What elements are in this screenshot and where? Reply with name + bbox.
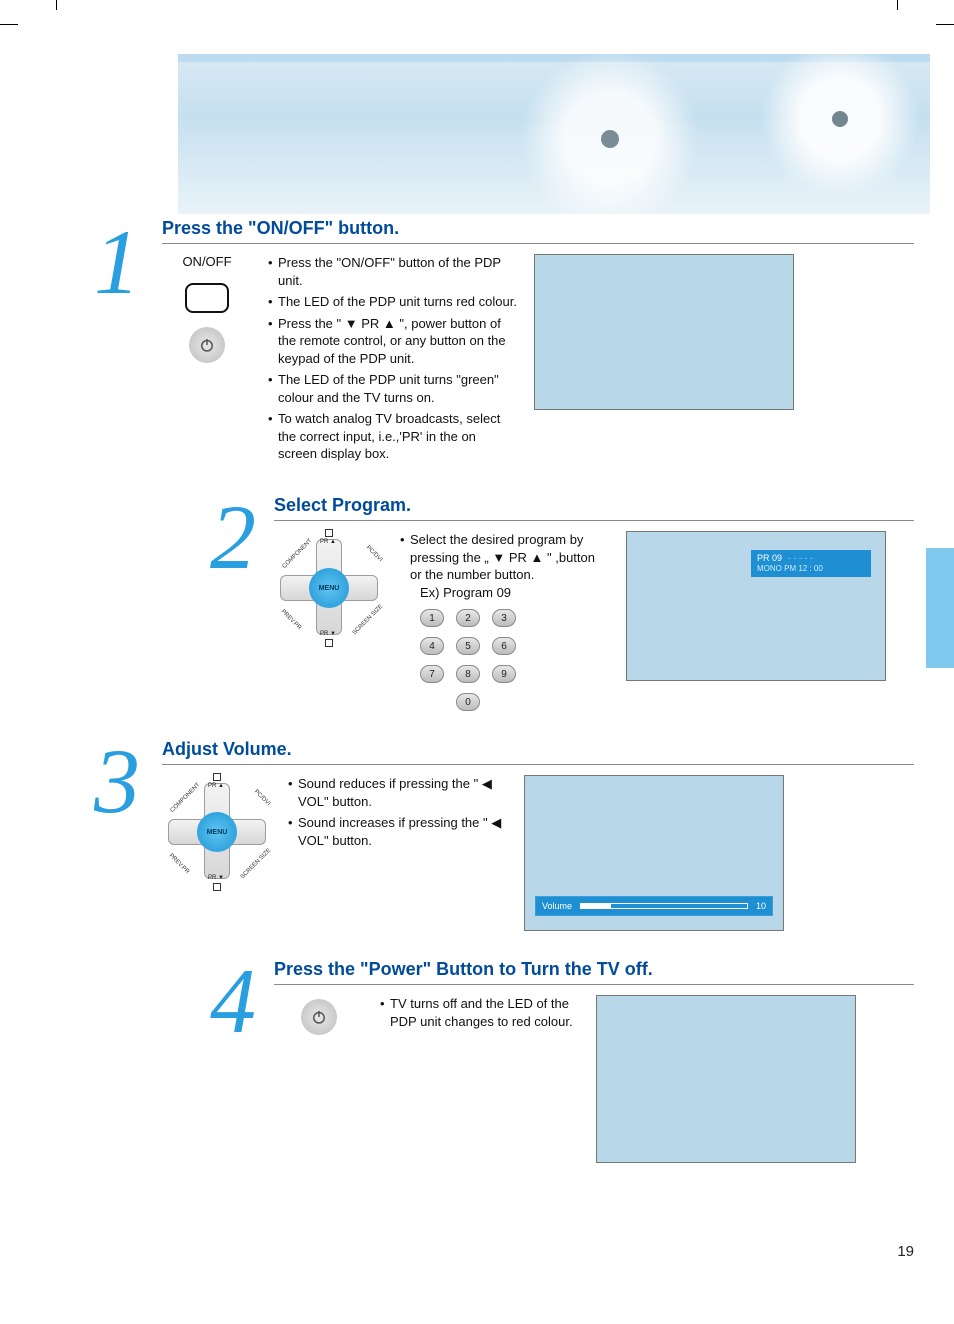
- volume-fill: [581, 904, 611, 908]
- step-number: 3: [94, 749, 140, 813]
- onoff-button-icon: [185, 283, 229, 313]
- step-number: 2: [210, 505, 256, 569]
- dpad-center: MENU: [309, 568, 349, 608]
- header-band: [178, 54, 930, 214]
- bullet: Press the "ON/OFF" button of the PDP uni…: [268, 254, 518, 289]
- dpad-icon: MENU PR ▲ PR ▼ COMPONENT PC/DVI PREV.PR …: [162, 775, 272, 887]
- power-icon: [301, 999, 337, 1035]
- bullet: The LED of the PDP unit turns "green" co…: [268, 371, 518, 406]
- bullet: Press the " ▼ PR ▲ ", power button of th…: [268, 315, 518, 368]
- bullet: TV turns off and the LED of the PDP unit…: [380, 995, 580, 1030]
- step-4: 4 Press the "Power" Button to Turn the T…: [100, 959, 914, 1163]
- step1-bullets: Press the "ON/OFF" button of the PDP uni…: [268, 254, 518, 463]
- key-9: 9: [492, 665, 516, 683]
- page-number: 19: [897, 1243, 914, 1260]
- key-6: 6: [492, 637, 516, 655]
- key-5: 5: [456, 637, 480, 655]
- step-title: Select Program.: [274, 495, 914, 521]
- tv-screenshot: [534, 254, 794, 410]
- key-3: 3: [492, 609, 516, 627]
- tv-screenshot: Volume 10: [524, 775, 784, 931]
- bullet: The LED of the PDP unit turns red colour…: [268, 293, 518, 311]
- step-title: Press the "ON/OFF" button.: [162, 218, 914, 244]
- key-4: 4: [420, 637, 444, 655]
- key-1: 1: [420, 609, 444, 627]
- key-2: 2: [456, 609, 480, 627]
- volume-osd: Volume 10: [535, 896, 773, 916]
- step-number: 1: [94, 230, 140, 294]
- bullet: Sound increases if pressing the " ◀ VOL"…: [288, 814, 508, 849]
- bullet: Sound reduces if pressing the " ◀ VOL" b…: [288, 775, 508, 810]
- power-icon: [189, 327, 225, 363]
- dpad-center: MENU: [197, 812, 237, 852]
- dpad-icon: MENU PR ▲ PR ▼ COMPONENT PC/DVI PREV.PR …: [274, 531, 384, 643]
- step-1: 1 Press the "ON/OFF" button. ON/OFF Pres…: [100, 218, 914, 467]
- dandelion-illustration: [760, 54, 920, 199]
- key-8: 8: [456, 665, 480, 683]
- step-title: Adjust Volume.: [162, 739, 914, 765]
- osd-bar: PR 09- - - - - MONO PM 12 : 00: [751, 550, 871, 577]
- tv-screenshot: [596, 995, 856, 1163]
- step-3: 3 Adjust Volume. MENU PR ▲ PR ▼ COMPONEN…: [100, 739, 914, 931]
- number-keypad: 1 2 3 4 5 6 7 8 9 0: [420, 609, 610, 711]
- tv-screenshot: PR 09- - - - - MONO PM 12 : 00: [626, 531, 886, 681]
- step-number: 4: [210, 969, 256, 1033]
- step-2: 2 Select Program. MENU PR ▲ PR ▼ COMPONE…: [100, 495, 914, 711]
- step-title: Press the "Power" Button to Turn the TV …: [274, 959, 914, 985]
- dandelion-illustration: [520, 54, 700, 214]
- onoff-label: ON/OFF: [182, 254, 231, 269]
- key-0: 0: [456, 693, 480, 711]
- side-tab: [926, 548, 954, 668]
- key-7: 7: [420, 665, 444, 683]
- bullet: Select the desired program by pressing t…: [400, 531, 610, 601]
- bullet: To watch analog TV broadcasts, select th…: [268, 410, 518, 463]
